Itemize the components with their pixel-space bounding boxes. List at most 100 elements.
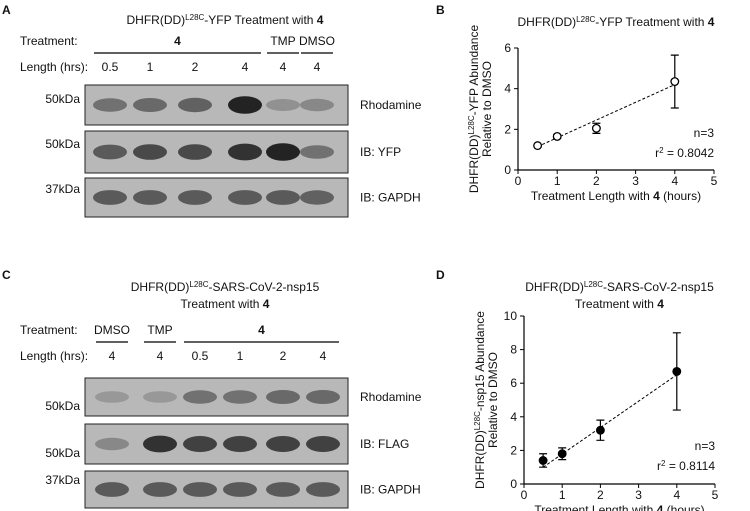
text-part: Relative to DMSO [486, 352, 500, 448]
text-part: DHFR(DD) [473, 430, 487, 489]
data-point [557, 449, 567, 459]
data-point [533, 141, 543, 151]
y-tick-label: 10 [504, 309, 518, 323]
text-part: L28C [467, 115, 476, 134]
y-tick-label: 4 [504, 82, 511, 96]
treatment-group: 4 [174, 34, 181, 48]
text-part: L28C [185, 13, 204, 22]
text-part: 2 [661, 459, 666, 468]
y-tick-label: 2 [504, 122, 511, 136]
annotation-n: n=3 [694, 126, 715, 140]
treatment-group: TMP [270, 34, 295, 48]
text-part: (hours) [660, 189, 701, 203]
size-marker: 37kDa [45, 473, 80, 487]
text-part: 4 [317, 13, 324, 27]
x-tick-label: 0 [515, 174, 522, 188]
chart-title: DHFR(DD)L28C-YFP Treatment with 4 [518, 15, 715, 30]
size-marker: 50kDa [45, 399, 80, 413]
x-tick-label: 1 [554, 174, 561, 188]
blot-strip [84, 130, 349, 174]
text-part: -YFP Treatment with [595, 15, 707, 29]
length-label: Length (hrs): [20, 60, 88, 74]
y-axis-label: Relative to DMSO [480, 61, 494, 157]
blot-band [143, 391, 177, 403]
blot-band [266, 482, 300, 497]
blot-band [95, 391, 129, 403]
panel-label: B [436, 3, 445, 17]
blot-band [228, 96, 262, 114]
lane-length: 2 [192, 60, 199, 74]
text-part: = 0.8042 [664, 146, 715, 160]
panel-label: A [2, 3, 11, 17]
text-part: L28C [576, 15, 595, 24]
text-part: = 0.8114 [666, 459, 716, 473]
annotation-n: n=3 [695, 439, 716, 453]
text-part: DHFR(DD) [467, 134, 481, 193]
blot-band [93, 144, 127, 160]
treatment-label: Treatment: [20, 323, 78, 337]
text-part: 4 [653, 189, 660, 203]
lane-length: 0.5 [192, 349, 209, 363]
text-part: L28C [189, 280, 208, 289]
strip-label: IB: GAPDH [360, 191, 421, 205]
text-part: DHFR(DD) [127, 13, 186, 27]
blot-band [228, 143, 262, 161]
treatment-group: TMP [147, 323, 172, 337]
y-tick-label: 6 [504, 41, 511, 55]
lane-length: 2 [280, 349, 287, 363]
text-part: L28C [584, 280, 603, 289]
blot-band [183, 436, 217, 452]
blot-band [143, 435, 177, 453]
text-part: L28C [473, 411, 482, 430]
text-part: 4 [708, 15, 715, 29]
x-tick-label: 5 [712, 488, 719, 502]
blot-band [183, 390, 217, 404]
blot-band [306, 482, 340, 497]
blot-band [266, 99, 300, 111]
blot-band [306, 436, 340, 452]
strip-label: IB: FLAG [360, 437, 409, 451]
text-part: Treatment with [181, 297, 263, 311]
text-part: -SARS-CoV-2-nsp15 [209, 280, 320, 294]
data-point [672, 366, 682, 376]
y-tick-label: 8 [510, 343, 517, 357]
data-point [552, 131, 562, 141]
data-point [670, 77, 680, 86]
y-tick-label: 2 [510, 443, 517, 457]
chart-title: DHFR(DD)L28C-SARS-CoV-2-nsp15 [525, 280, 714, 295]
size-marker: 37kDa [45, 182, 80, 196]
blot-band [93, 190, 127, 205]
lane-length: 4 [280, 60, 287, 74]
x-axis-label: Treatment Length with 4 (hours) [534, 503, 704, 511]
chart-title: Treatment with 4 [575, 297, 664, 311]
lane-length: 1 [147, 60, 154, 74]
text-part: DHFR(DD) [131, 280, 190, 294]
y-axis-label: DHFR(DD)L28C-nsp15 Abundance [473, 311, 488, 489]
strip-label: IB: GAPDH [360, 483, 421, 497]
blot-band [306, 390, 340, 404]
blot-band [133, 98, 167, 112]
text-part: -SARS-CoV-2-nsp15 [603, 280, 714, 294]
y-axis-label: DHFR(DD)L28C-YFP Abundance [467, 25, 482, 194]
x-tick-label: 5 [711, 174, 718, 188]
blot-band [300, 145, 334, 159]
annotation-r2: r2 = 0.8042 [655, 146, 714, 161]
strip-label: Rhodamine [360, 98, 422, 112]
blot-band [133, 144, 167, 160]
panel-label: C [2, 268, 11, 282]
blot-band [300, 190, 334, 205]
lane-length: 0.5 [102, 60, 119, 74]
blot-band [266, 390, 300, 404]
text-part: 4 [263, 297, 270, 311]
blot-band [300, 98, 334, 112]
blot-strip [84, 84, 349, 126]
x-axis-label: Treatment Length with 4 (hours) [531, 189, 701, 203]
text-part: -nsp15 Abundance [473, 311, 487, 411]
annotation-r2: r2 = 0.8114 [657, 459, 715, 474]
blot-title: DHFR(DD)L28C-YFP Treatment with 4 [127, 13, 324, 28]
text-part: 4 [657, 503, 664, 511]
lane-length: 4 [109, 349, 116, 363]
blot-band [95, 437, 129, 451]
text-part: r [655, 146, 659, 160]
